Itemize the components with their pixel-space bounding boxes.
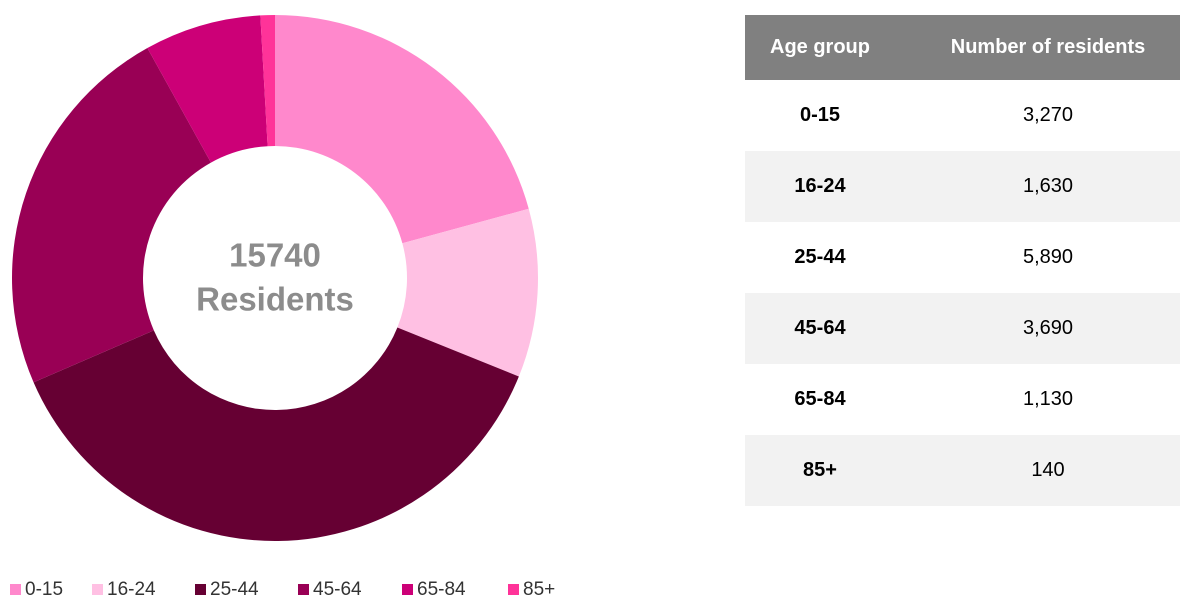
table-row-bg <box>745 435 1180 506</box>
table-cell: 0-15 <box>800 104 840 126</box>
legend-label: 65-84 <box>417 579 466 598</box>
legend-label: 85+ <box>523 579 555 598</box>
table-cell: 16-24 <box>794 175 846 197</box>
legend-swatch <box>195 584 206 595</box>
center-label: Residents <box>196 281 354 318</box>
donut-segment <box>275 15 529 244</box>
center-label: 15740 <box>229 237 321 274</box>
donut-segment <box>260 15 275 147</box>
table-cell: 1,630 <box>1023 175 1073 197</box>
donut-segment <box>33 327 519 541</box>
table-cell: 3,270 <box>1023 104 1073 126</box>
table-row-bg <box>745 151 1180 222</box>
table-row-bg <box>745 80 1180 151</box>
table-row-bg <box>745 222 1180 293</box>
donut-segment <box>147 15 268 163</box>
table-cell: 45-64 <box>794 317 846 339</box>
table-cell: 65-84 <box>794 388 846 410</box>
legend-swatch <box>402 584 413 595</box>
donut-segment <box>11 48 211 383</box>
table-header: Age group <box>770 36 870 58</box>
table-cell: 140 <box>1031 459 1064 481</box>
table-row-bg <box>745 293 1180 364</box>
table-header: Number of residents <box>951 36 1145 58</box>
legend-swatch <box>92 584 103 595</box>
legend-swatch <box>298 584 309 595</box>
table-cell: 5,890 <box>1023 246 1073 268</box>
legend-swatch <box>10 584 21 595</box>
legend-label: 25-44 <box>210 579 259 598</box>
legend-swatch <box>508 584 519 595</box>
donut-segment <box>397 208 538 377</box>
table-header-bg <box>745 15 1180 80</box>
table-row-bg <box>745 364 1180 435</box>
table-cell: 1,130 <box>1023 388 1073 410</box>
table-cell: 85+ <box>803 459 837 481</box>
legend-label: 45-64 <box>313 579 362 598</box>
legend-label: 16-24 <box>107 579 156 598</box>
table-cell: 3,690 <box>1023 317 1073 339</box>
legend-label: 0-15 <box>25 579 63 598</box>
table-cell: 25-44 <box>794 246 846 268</box>
